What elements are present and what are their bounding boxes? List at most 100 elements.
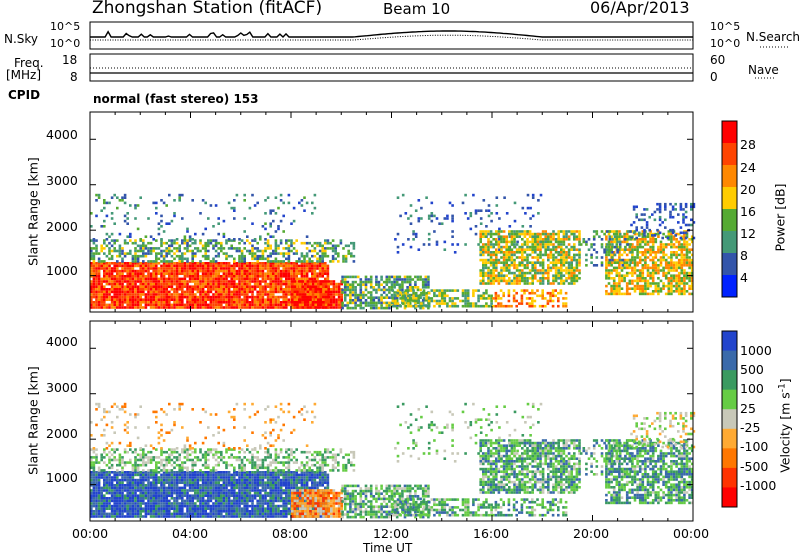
heatmap-cell: [298, 267, 301, 270]
heatmap-cell: [139, 265, 142, 268]
heatmap-cell: [647, 256, 650, 259]
heatmap-cell: [264, 267, 267, 270]
heatmap-cell: [670, 256, 673, 259]
heatmap-cell: [547, 302, 550, 305]
heatmap-cell: [103, 500, 106, 503]
heatmap-cell: [482, 243, 485, 246]
heatmap-cell: [282, 280, 285, 283]
heatmap-cell: [321, 275, 324, 278]
heatmap-cell: [327, 301, 330, 304]
heatmap-cell: [418, 199, 421, 202]
heatmap-cell: [505, 280, 508, 283]
heatmap-cell: [126, 280, 129, 283]
heatmap-cell: [396, 283, 399, 286]
heatmap-cell: [178, 250, 181, 253]
heatmap-cell: [626, 290, 629, 293]
heatmap-cell: [441, 300, 444, 303]
heatmap-cell: [649, 285, 652, 288]
heatmap-cell: [344, 276, 347, 279]
heatmap-cell: [121, 481, 124, 484]
heatmap-cell: [269, 280, 272, 283]
heatmap-cell: [529, 241, 532, 244]
heatmap-cell: [116, 487, 119, 490]
heatmap-cell: [282, 275, 285, 278]
heatmap-cell: [152, 270, 155, 273]
heatmap-cell: [518, 233, 521, 236]
heatmap-cell: [557, 235, 560, 238]
heatmap-cell: [392, 297, 395, 300]
heatmap-cell: [207, 267, 210, 270]
heatmap-cell: [256, 304, 259, 307]
heatmap-cell: [690, 208, 693, 211]
heatmap-cell: [121, 199, 124, 202]
heatmap-cell: [150, 252, 153, 255]
heatmap-cell: [210, 272, 213, 275]
heatmap-cell: [590, 256, 593, 259]
heatmap-cell: [233, 260, 236, 263]
heatmap-cell: [609, 248, 612, 251]
heatmap-cell: [482, 246, 485, 249]
heatmap-cell: [550, 267, 553, 270]
heatmap-cell: [621, 274, 624, 277]
heatmap-cell: [176, 272, 179, 275]
heatmap-cell: [181, 260, 184, 263]
heatmap-cell: [642, 254, 645, 257]
heatmap-cell: [93, 238, 96, 241]
heatmap-cell: [202, 233, 205, 236]
heatmap-cell: [635, 229, 638, 232]
heatmap-cell: [547, 256, 550, 259]
heatmap-cell: [121, 291, 124, 294]
heatmap-cell: [680, 206, 683, 209]
heatmap-cell: [272, 275, 275, 278]
heatmap-cell: [622, 259, 625, 262]
heatmap-cell: [623, 261, 626, 264]
heatmap-cell: [544, 277, 547, 280]
heatmap-cell: [199, 306, 202, 309]
heatmap-cell: [119, 278, 122, 281]
heatmap-cell: [189, 275, 192, 278]
heatmap-cell: [160, 225, 163, 228]
heatmap-cell: [246, 278, 249, 281]
heatmap-cell: [290, 250, 293, 253]
heatmap-cell: [380, 294, 383, 297]
heatmap-cell: [269, 298, 272, 301]
heatmap-cell: [228, 247, 231, 250]
heatmap-cell: [378, 307, 381, 310]
heatmap-cell: [539, 246, 542, 249]
heatmap-cell: [233, 207, 236, 210]
heatmap-cell: [675, 241, 678, 244]
heatmap-cell: [269, 235, 272, 238]
heatmap-cell: [291, 293, 294, 296]
heatmap-cell: [505, 261, 508, 264]
heatmap-cell: [314, 270, 317, 273]
heatmap-cell: [113, 510, 116, 513]
heatmap-cell: [134, 255, 137, 258]
heatmap-cell: [116, 484, 119, 487]
heatmap-cell: [344, 304, 347, 307]
heatmap-cell: [108, 502, 111, 505]
heatmap-cell: [103, 304, 106, 307]
heatmap-cell: [181, 288, 184, 291]
heatmap-cell: [217, 270, 220, 273]
heatmap-cell: [137, 296, 140, 299]
heatmap-cell: [171, 275, 174, 278]
heatmap-cell: [672, 208, 675, 211]
heatmap-cell: [307, 293, 310, 296]
heatmap-cell: [565, 280, 568, 283]
heatmap-cell: [204, 252, 207, 255]
heatmap-cell: [660, 269, 663, 272]
heatmap-cell: [197, 275, 200, 278]
heatmap-cell: [243, 247, 246, 250]
heatmap-cell: [139, 296, 142, 299]
heatmap-cell: [651, 234, 654, 237]
heatmap-cell: [134, 510, 137, 513]
heatmap-cell: [126, 484, 129, 487]
heatmap-cell: [126, 275, 129, 278]
heatmap-cell: [152, 301, 155, 304]
heatmap-cell: [655, 290, 658, 293]
heatmap-cell: [682, 216, 685, 219]
heatmap-cell: [623, 235, 626, 238]
heatmap-cell: [124, 507, 127, 510]
heatmap-cell: [557, 267, 560, 270]
heatmap-cell: [479, 235, 482, 238]
